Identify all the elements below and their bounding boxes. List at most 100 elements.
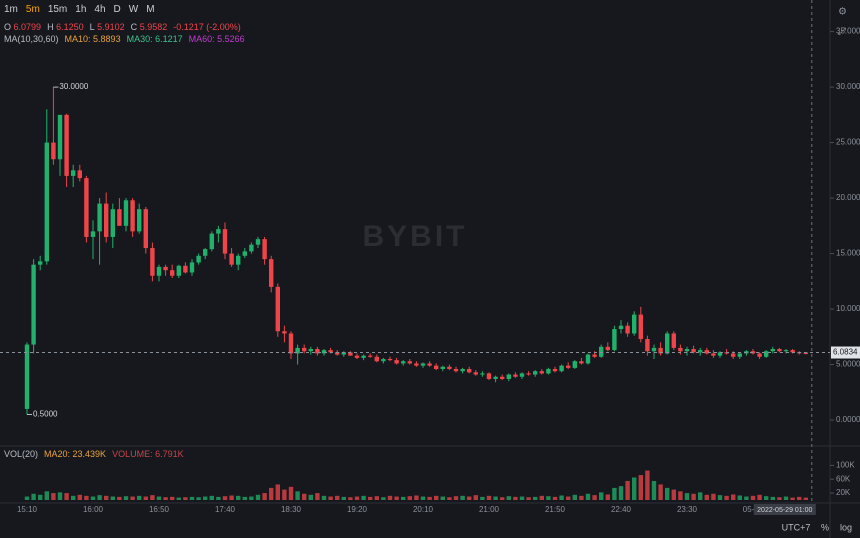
volume-bar	[282, 489, 287, 500]
x-tick-label: 21:00	[479, 505, 500, 514]
ma-title: MA(10,30,60)	[4, 34, 59, 44]
ohlc-item: L 5.9102	[90, 22, 125, 32]
candle-body	[473, 372, 478, 375]
candle-body	[156, 266, 162, 276]
candle-body	[282, 331, 287, 334]
last-price-label: 6.0834	[833, 348, 858, 357]
volume-bar	[546, 496, 551, 500]
candle-body	[493, 376, 498, 379]
footer-button[interactable]: log	[840, 522, 852, 532]
candle-body	[216, 229, 221, 234]
volume-bar	[750, 495, 756, 500]
ma-value: MA10: 5.8893	[64, 34, 121, 44]
volume-bar	[731, 494, 736, 500]
volume-bar	[335, 495, 340, 500]
volume-bar	[506, 496, 511, 500]
ma-header: MA(10,30,60) MA10: 5.8893 MA30: 6.1217 MA60…	[4, 34, 245, 44]
low-annotation: 0.5000	[33, 410, 58, 419]
volume-bar	[797, 496, 802, 500]
candle-body	[684, 349, 690, 352]
volume-bar	[717, 495, 723, 500]
y-tick-label: 25.0000	[836, 138, 860, 147]
candle-body	[249, 244, 254, 252]
ohlc-change: -0.1217 (-2.00%)	[173, 22, 241, 32]
candle-body	[44, 142, 49, 262]
interval-button[interactable]: 15m	[47, 4, 68, 15]
volume-bar	[665, 487, 670, 500]
interval-button[interactable]: 1m	[4, 4, 18, 15]
volume-bar	[434, 495, 439, 500]
volume-bar	[130, 496, 135, 500]
volume-bar	[632, 477, 637, 500]
ohlc-label: O	[4, 22, 12, 32]
interval-button[interactable]: M	[146, 4, 155, 15]
candle-body	[328, 350, 333, 353]
y-tick-label: 30.0000	[836, 82, 860, 91]
volume-bar	[236, 495, 241, 500]
candle-body	[638, 314, 643, 340]
candle-body	[104, 203, 109, 237]
candle-body	[302, 347, 307, 352]
settings-icon[interactable]: ⚙	[838, 7, 847, 18]
interval-button[interactable]: 4h	[94, 4, 106, 15]
watermark: BYBIT	[363, 220, 468, 253]
fullscreen-icon[interactable]: ⤢	[838, 27, 846, 38]
volume-bar	[453, 496, 459, 500]
candle-body	[665, 333, 670, 354]
volume-bar	[678, 491, 683, 500]
candle-body	[295, 347, 300, 354]
candle-body	[427, 363, 432, 366]
volume-bar	[770, 496, 775, 500]
footer-button[interactable]: %	[821, 522, 829, 532]
volume-bar	[447, 497, 452, 500]
candle-body	[790, 350, 795, 353]
volume-bar	[585, 493, 591, 500]
candle-body	[348, 352, 353, 356]
volume-bar	[724, 495, 729, 500]
candle-body	[97, 203, 102, 232]
volume-bar	[354, 496, 360, 500]
candle-body	[612, 329, 617, 351]
volume-bar	[71, 495, 76, 500]
interval-button[interactable]: D	[113, 4, 121, 15]
footer-button[interactable]: UTC+7	[782, 522, 811, 532]
interval-button[interactable]: 5m	[25, 4, 40, 15]
volume-bar	[176, 497, 181, 500]
ohlc-label: C	[130, 22, 138, 32]
candle-body	[222, 229, 228, 254]
candle-body	[31, 264, 36, 345]
volume-bar	[156, 496, 162, 500]
volume-bar	[368, 496, 373, 500]
interval-button[interactable]: 1h	[75, 4, 87, 15]
volume-bar	[183, 497, 188, 500]
volume-bar	[57, 492, 63, 500]
volume-bar	[137, 495, 142, 500]
y-tick-label: 0.0000	[836, 415, 860, 424]
candle-body	[269, 259, 274, 287]
volume-bar	[328, 496, 333, 500]
volume-bar	[38, 494, 43, 500]
interval-button[interactable]: W	[128, 4, 139, 15]
volume-bar	[407, 496, 412, 500]
volume-bar	[401, 496, 406, 500]
candle-body	[407, 361, 412, 364]
candle-body	[308, 349, 313, 352]
y-tick-label: 20.0000	[836, 193, 860, 202]
volume-bar	[216, 496, 221, 500]
x-tick-label: 19:20	[347, 505, 368, 514]
candle-body	[51, 142, 56, 160]
volume-bar	[473, 495, 478, 500]
volume-bar	[288, 486, 294, 500]
candle-body	[625, 325, 630, 334]
volume-bar	[77, 494, 82, 500]
volume-bar	[579, 495, 584, 500]
candle-body	[288, 333, 294, 354]
volume-bar	[651, 480, 657, 500]
volume-bar	[460, 495, 465, 500]
candle-body	[387, 358, 393, 361]
volume-bar	[605, 494, 610, 500]
y-tick-label: 15.0000	[836, 249, 860, 258]
volume-tick-label: 100K	[836, 460, 855, 469]
crosshair-box	[753, 504, 816, 515]
